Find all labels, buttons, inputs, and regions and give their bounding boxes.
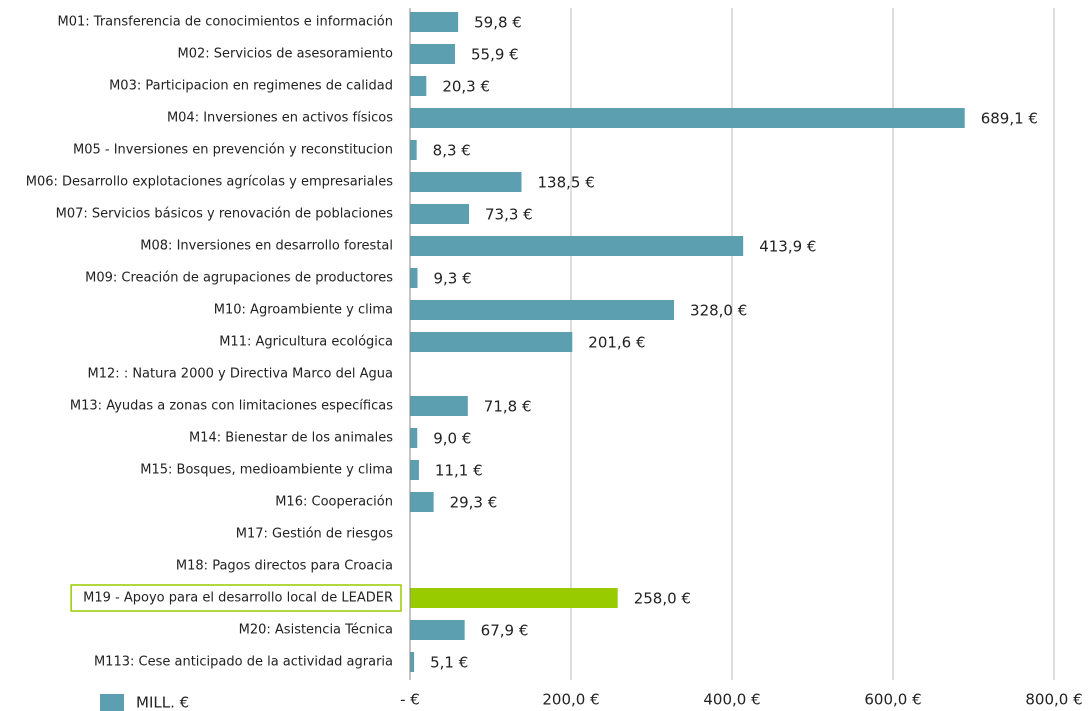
value-label: 73,3 € <box>485 206 533 224</box>
bar <box>410 140 417 160</box>
value-label: 689,1 € <box>981 110 1038 128</box>
y-tick-label: M08: Inversiones en desarrollo forestal <box>140 239 393 254</box>
bar <box>410 268 418 288</box>
y-tick-label: M15: Bosques, medioambiente y clima <box>140 463 393 478</box>
x-tick-label: 400,0 € <box>703 691 760 709</box>
bar <box>410 236 744 256</box>
bar <box>410 204 470 224</box>
bar <box>410 300 675 320</box>
y-tick-label: M10: Agroambiente y clima <box>214 303 393 318</box>
bar <box>410 396 468 416</box>
x-tick-label: 800,0 € <box>1025 691 1082 709</box>
y-tick-label: M11: Agricultura ecológica <box>219 335 393 350</box>
y-tick-label: M19 - Apoyo para el desarrollo local de … <box>83 591 393 606</box>
bar <box>410 428 418 448</box>
y-tick-label: M113: Cese anticipado de la actividad ag… <box>94 655 393 670</box>
bar <box>410 12 459 32</box>
bar <box>410 588 618 608</box>
y-tick-label: M03: Participacion en regimenes de calid… <box>109 79 393 94</box>
value-label: 55,9 € <box>471 46 519 64</box>
value-label: 9,3 € <box>433 270 471 288</box>
bar <box>410 44 455 64</box>
bar <box>410 172 522 192</box>
value-label: 20,3 € <box>442 78 490 96</box>
value-label: 258,0 € <box>634 590 691 608</box>
highlight-box <box>70 584 402 612</box>
y-tick-label: M06: Desarrollo explotaciones agrícolas … <box>26 175 393 190</box>
bar <box>410 620 465 640</box>
y-tick-label: M09: Creación de agrupaciones de product… <box>85 271 393 286</box>
value-label: 201,6 € <box>588 334 645 352</box>
legend-swatch <box>100 694 124 711</box>
y-tick-label: M02: Servicios de asesoramiento <box>177 47 393 62</box>
bar <box>410 108 965 128</box>
value-label: 413,9 € <box>759 238 816 256</box>
bar <box>410 460 419 480</box>
bar <box>410 76 427 96</box>
y-tick-label: M12: : Natura 2000 y Directiva Marco del… <box>88 367 393 382</box>
y-tick-label: M04: Inversiones en activos físicos <box>167 111 393 126</box>
bar <box>410 492 434 512</box>
y-tick-label: M18: Pagos directos para Croacia <box>176 559 393 574</box>
value-label: 8,3 € <box>433 142 471 160</box>
y-tick-label: M01: Transferencia de conocimientos e in… <box>58 15 393 30</box>
bar <box>410 652 415 672</box>
value-label: 71,8 € <box>484 398 532 416</box>
y-tick-label: M16: Cooperación <box>275 495 393 510</box>
value-label: 138,5 € <box>537 174 594 192</box>
value-label: 11,1 € <box>435 462 483 480</box>
y-tick-label: M05 - Inversiones en prevención y recons… <box>73 143 393 158</box>
y-tick-label: M07: Servicios básicos y renovación de p… <box>56 207 394 222</box>
legend-label: MILL. € <box>136 694 189 711</box>
x-tick-label: 600,0 € <box>864 691 921 709</box>
bar <box>410 332 573 352</box>
value-label: 328,0 € <box>690 302 747 320</box>
value-label: 9,0 € <box>433 430 471 448</box>
y-tick-label: M14: Bienestar de los animales <box>189 431 393 446</box>
value-label: 67,9 € <box>481 622 529 640</box>
y-tick-label: M20: Asistencia Técnica <box>239 623 393 638</box>
y-tick-label: M17: Gestión de riesgos <box>236 527 393 542</box>
value-label: 5,1 € <box>430 654 468 672</box>
value-label: 59,8 € <box>474 14 522 32</box>
x-tick-label: - € <box>400 691 420 709</box>
y-tick-label: M13: Ayudas a zonas con limitaciones esp… <box>70 399 393 414</box>
value-label: 29,3 € <box>450 494 498 512</box>
x-tick-label: 200,0 € <box>542 691 599 709</box>
